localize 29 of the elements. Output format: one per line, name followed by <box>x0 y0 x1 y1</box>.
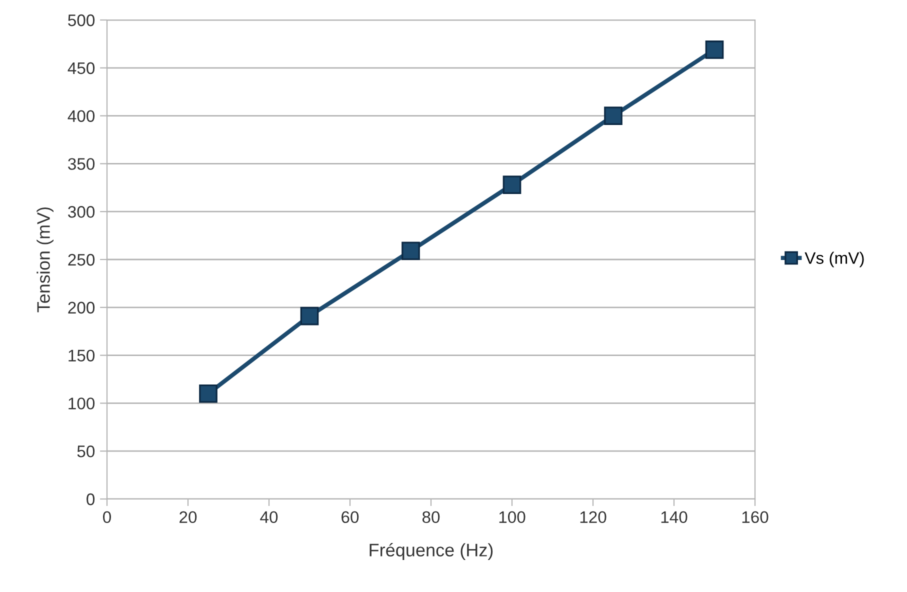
x-tick-label: 140 <box>661 511 688 524</box>
y-tick-label: 450 <box>68 62 95 74</box>
x-tick-label: 120 <box>580 511 606 524</box>
point <box>705 40 724 59</box>
y-tick-label: 200 <box>68 302 95 314</box>
y-tick-label: 350 <box>68 158 95 170</box>
y-tick-label: 0 <box>86 493 95 506</box>
y-tick-label: 100 <box>68 398 95 410</box>
x-tick-label: 40 <box>260 511 278 524</box>
x-axis-title: Fréquence (Hz) <box>370 543 493 560</box>
x-tick-label: 60 <box>342 511 359 524</box>
point <box>300 306 319 326</box>
x-tick-label: 0 <box>103 511 111 524</box>
y-tick-label: 50 <box>77 446 95 458</box>
point <box>502 176 522 194</box>
y-axis-title: Tension (mV) <box>36 207 54 312</box>
legend-label: Vs (mV) <box>804 252 864 268</box>
y-tick-label: 300 <box>68 206 95 218</box>
x-tick-label: 100 <box>499 511 526 524</box>
point <box>199 384 218 403</box>
point <box>604 106 622 125</box>
point <box>402 242 420 260</box>
y-tick-label: 400 <box>68 110 95 122</box>
y-tick-label: 500 <box>68 14 95 26</box>
y-tick-label: 150 <box>68 350 95 362</box>
x-tick-label: 20 <box>180 511 197 524</box>
y-tick-label: 250 <box>68 254 95 266</box>
x-tick-label: 80 <box>422 511 440 524</box>
x-tick-label: 160 <box>742 511 768 524</box>
